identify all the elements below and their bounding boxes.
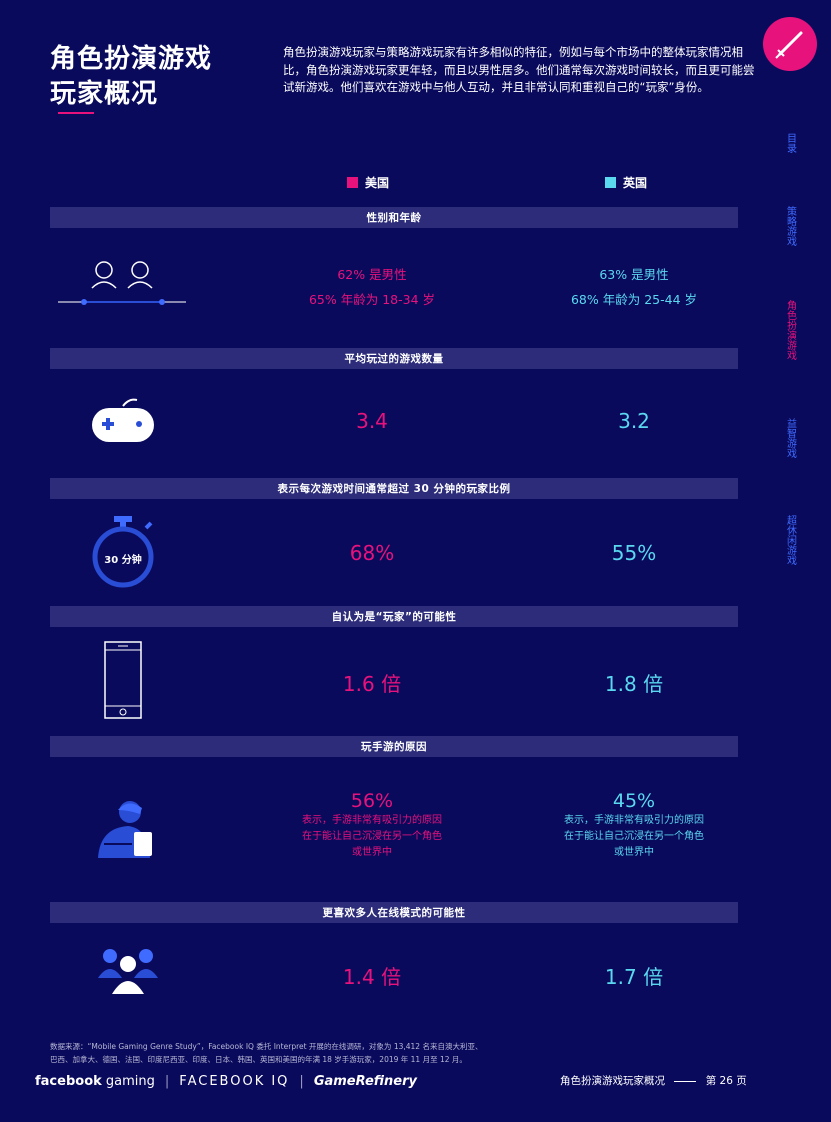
gamer-uk-value: 1.8 倍 — [604, 672, 664, 696]
reason-us: 56% 表示，手游非常有吸引力的原因 在于能让自己沉浸在另一个角色 或世界中 — [302, 790, 442, 858]
page-title: 角色扮演游戏 玩家概况 — [50, 42, 212, 112]
sword-icon — [763, 17, 817, 71]
gamer-us-value: 1.6 倍 — [342, 672, 402, 696]
section-header-gender-age: 性别和年龄 — [50, 207, 738, 228]
intro-text: 角色扮演游戏玩家与策略游戏玩家有许多相似的特征，例如与每个市场中的整体玩家情况相… — [283, 45, 755, 94]
page-title-line2: 玩家概况 — [50, 79, 159, 109]
page-footer: 角色扮演游戏玩家概况 第 26 页 — [560, 1075, 747, 1087]
reason-uk: 45% 表示，手游非常有吸引力的原因 在于能让自己沉浸在另一个角色 或世界中 — [564, 790, 704, 858]
multi-us-value: 1.4 倍 — [342, 965, 402, 989]
legend-uk: 英国 — [605, 174, 647, 191]
section-header-reasons: 玩手游的原因 — [50, 736, 738, 757]
page-title-line1: 角色扮演游戏 — [50, 44, 213, 74]
logo-divider: | — [164, 1074, 170, 1089]
stopwatch-icon — [88, 514, 158, 590]
time-us-value: 68% — [349, 541, 395, 565]
section-header-multiplayer: 更喜欢多人在线模式的可能性 — [50, 902, 738, 923]
sidenav-item-puzzle[interactable]: 益智游戏 — [784, 417, 796, 458]
sidenav-item-strategy[interactable]: 策略游戏 — [784, 205, 796, 246]
sidenav-item-rpg[interactable]: 角色扮演游戏 — [784, 300, 796, 360]
footer-logos: facebook gaming | FACEBOOK IQ | GameRefi… — [35, 1074, 417, 1089]
multi-uk-value: 1.7 倍 — [604, 965, 664, 989]
legend-uk-swatch — [605, 177, 616, 188]
source-note: 数据来源：“Mobile Gaming Genre Study”，Faceboo… — [50, 1042, 483, 1064]
time-uk-value: 55% — [611, 541, 657, 565]
gender-uk: 63% 是男性 68% 年龄为 25-44 岁 — [570, 267, 698, 307]
legend-us-swatch — [347, 177, 358, 188]
person-with-phone-icon — [94, 798, 158, 860]
section-header-time: 表示每次游戏时间通常超过 30 分钟的玩家比例 — [50, 478, 738, 499]
facebook-gaming-logo: facebook gaming — [35, 1074, 155, 1089]
section-header-gamer-identity: 自认为是“玩家”的可能性 — [50, 606, 738, 627]
sidenav-item-hypercasual[interactable]: 超休闲游戏 — [784, 515, 796, 565]
games-uk-value: 3.2 — [618, 409, 650, 433]
gender-age-icon — [58, 258, 188, 308]
stopwatch-label: 30 分钟 — [104, 555, 142, 566]
smartphone-icon — [104, 641, 142, 719]
sidenav-item-contents[interactable]: 目录 — [784, 132, 796, 153]
logo-divider: | — [299, 1074, 304, 1089]
gender-us: 62% 是男性 65% 年龄为 18-34 岁 — [308, 267, 436, 307]
gamerefinery-logo: GameRefinery — [313, 1074, 417, 1089]
section-header-games-played: 平均玩过的游戏数量 — [50, 348, 738, 369]
footer-dash — [674, 1080, 697, 1082]
page-number: 第 26 页 — [705, 1075, 747, 1087]
facebook-iq-logo: FACEBOOK IQ — [179, 1074, 290, 1089]
legend-us: 美国 — [347, 174, 389, 191]
games-us-value: 3.4 — [356, 409, 388, 433]
group-icon — [96, 944, 160, 994]
gamepad-icon — [90, 396, 156, 446]
title-underline — [58, 112, 94, 114]
